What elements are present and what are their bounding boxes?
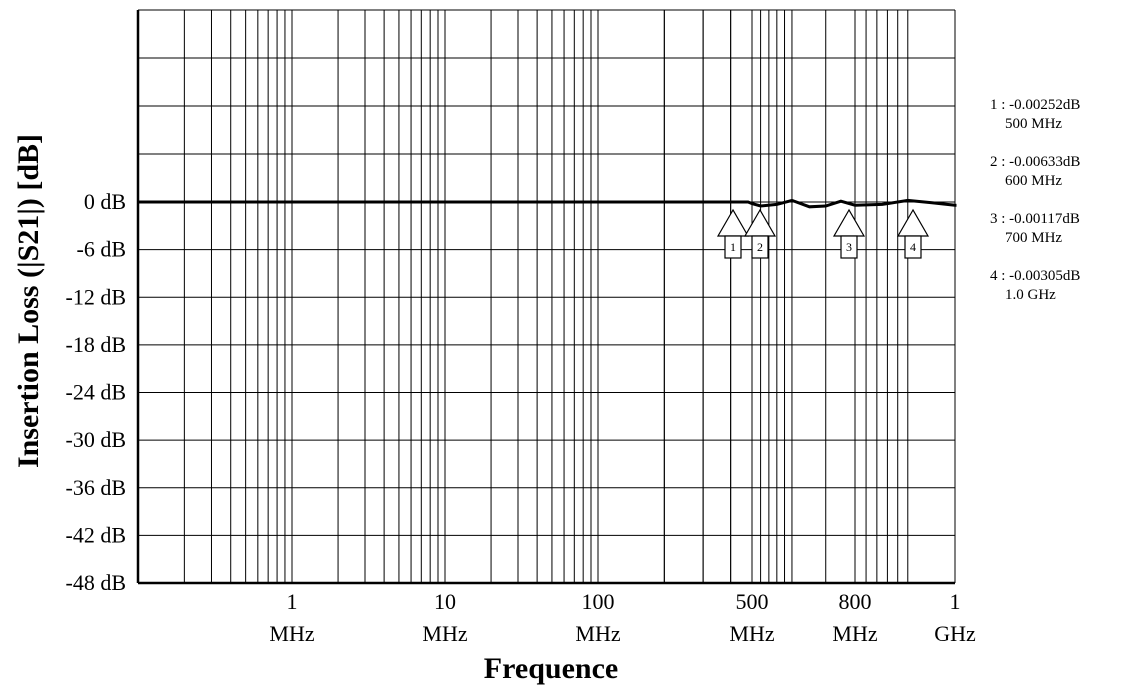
x-tick-label: 100 — [582, 589, 615, 614]
y-tick-labels: 0 dB -6 dB -12 dB -18 dB -24 dB -30 dB -36 dB -… — [66, 189, 127, 595]
x-tick-unit: MHz — [729, 621, 774, 646]
marker: 2 — [743, 208, 777, 259]
marker: 4 — [896, 208, 930, 259]
legend-entry-label: 3 : -0.00117dB — [990, 211, 1080, 227]
marker-arrow-head — [832, 208, 866, 237]
marker-box — [904, 235, 922, 259]
marker-box — [751, 235, 769, 259]
legend-entry: 3 : -0.00117dB 700 MHz — [990, 210, 1120, 248]
legend-entry-frequency: 600 MHz — [1005, 173, 1063, 189]
legend-entry: 1 : -0.00252dB 500 MHz — [990, 96, 1120, 134]
legend-entry-label: 2 : -0.00633dB — [990, 154, 1081, 170]
chart: 0 dB -6 dB -12 dB -18 dB -24 dB -30 dB -36 dB -… — [12, 9, 976, 685]
markers-group: 1 2 3 4 — [716, 208, 930, 259]
x-tick-label: 800 — [839, 589, 872, 614]
series-group — [138, 198, 957, 209]
x-tick-unit: MHz — [269, 621, 314, 646]
grid-lines — [138, 9, 956, 584]
marker: 3 — [832, 208, 866, 259]
marker-box — [724, 235, 742, 259]
marker-number: 3 — [846, 240, 852, 254]
legend-entry-frequency: 1.0 GHz — [1005, 287, 1056, 303]
x-tick-unit: MHz — [575, 621, 620, 646]
x-tick-unit: GHz — [934, 621, 976, 646]
marker-legend: 1 : -0.00252dB 500 MHz 2 : -0.00633dB 60… — [990, 96, 1120, 324]
legend-entry-frequency: 500 MHz — [1005, 116, 1063, 132]
marker-arrow-head — [743, 208, 777, 237]
marker-arrow-head — [716, 208, 750, 237]
y-tick-label: -30 dB — [66, 427, 127, 452]
legend-entry-frequency: 700 MHz — [1005, 230, 1063, 246]
legend-entry: 2 : -0.00633dB 600 MHz — [990, 153, 1120, 191]
y-tick-label: -36 dB — [66, 475, 127, 500]
x-tick-label: 1 — [950, 589, 961, 614]
x-tick-labels: 1 MHz 10 MHz 100 MHz 500 MHz 800 MHz 1 GHz — [269, 589, 976, 646]
x-axis-label: Frequence — [484, 652, 618, 685]
y-tick-label: -48 dB — [66, 570, 127, 595]
y-tick-label: -42 dB — [66, 522, 127, 547]
legend-entry: 4 : -0.00305dB 1.0 GHz — [990, 267, 1120, 305]
marker: 1 — [716, 208, 750, 259]
series-line — [138, 198, 957, 209]
legend-entry-label: 1 : -0.00252dB — [990, 97, 1081, 113]
x-tick-label: 1 — [287, 589, 298, 614]
marker-box — [840, 235, 858, 259]
legend-entry-label: 4 : -0.00305dB — [990, 268, 1081, 284]
y-tick-label: -18 dB — [66, 332, 127, 357]
marker-arrow-head — [896, 208, 930, 237]
y-tick-label: -12 dB — [66, 284, 127, 309]
y-axis-label: Insertion Loss (|S21|) [dB] — [12, 134, 45, 468]
axes — [136, 10, 956, 585]
y-tick-label: -6 dB — [77, 237, 127, 262]
x-tick-unit: MHz — [422, 621, 467, 646]
x-tick-label: 10 — [434, 589, 456, 614]
y-tick-label: -24 dB — [66, 380, 127, 405]
x-tick-label: 500 — [736, 589, 769, 614]
marker-number: 1 — [730, 240, 736, 254]
y-tick-label: 0 dB — [84, 189, 126, 214]
marker-number: 2 — [757, 240, 763, 254]
marker-number: 4 — [910, 240, 916, 254]
x-tick-unit: MHz — [832, 621, 877, 646]
